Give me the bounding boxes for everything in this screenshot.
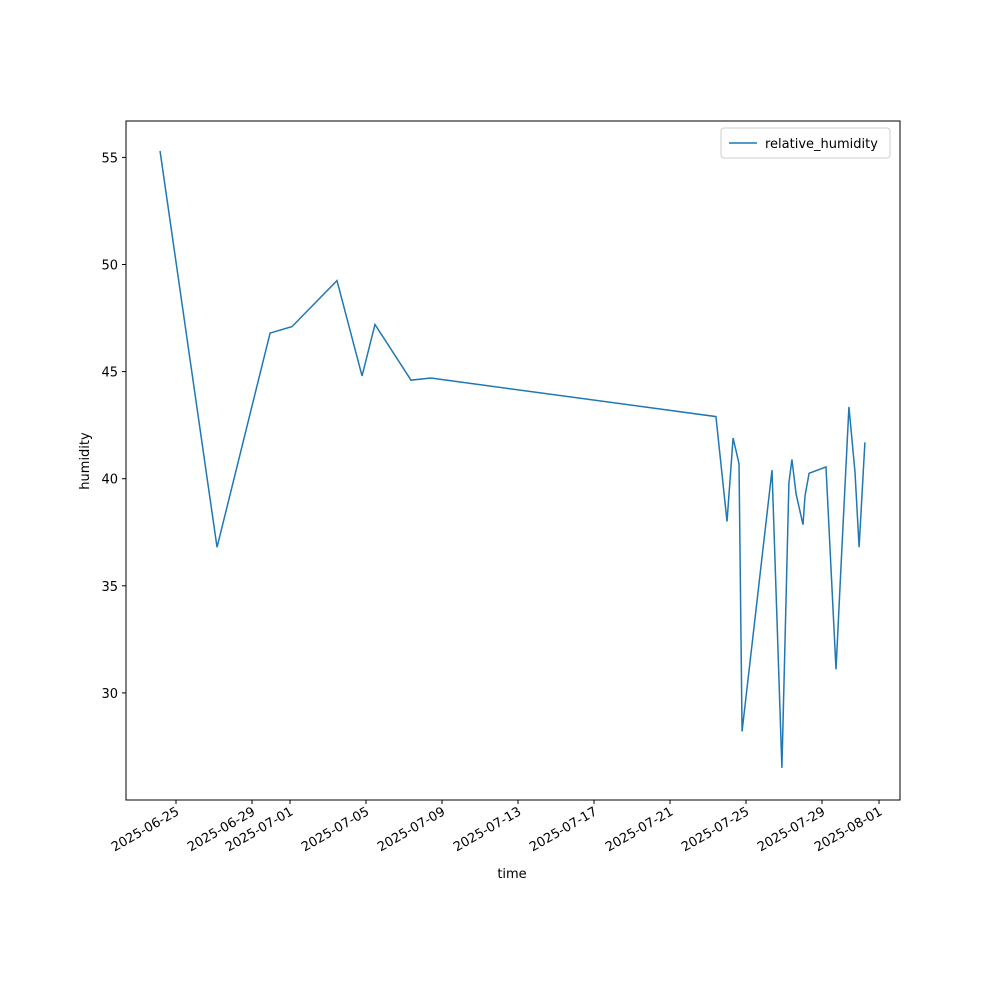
y-axis-label: humidity: [78, 432, 93, 490]
x-tick-label: 2025-07-17: [527, 804, 600, 855]
y-tick-label: 50: [101, 259, 118, 274]
data-line: [159, 150, 866, 768]
y-tick-label: 35: [101, 580, 118, 595]
x-tick-label: 2025-07-13: [451, 804, 524, 855]
x-tick-label: 2025-07-21: [603, 804, 676, 855]
x-axis-label: time: [497, 867, 526, 882]
y-tick-label: 45: [101, 366, 118, 381]
x-tick-label: 2025-06-25: [109, 804, 182, 855]
x-tick-label: 2025-07-25: [679, 804, 752, 855]
legend: relative_humidity: [720, 127, 891, 159]
legend-box: [720, 127, 891, 159]
x-tick-label: 2025-07-09: [375, 804, 448, 855]
y-tick-label: 30: [101, 687, 118, 702]
x-tick-label: 2025-07-05: [299, 804, 372, 855]
y-tick-label: 55: [101, 151, 118, 166]
y-tick-label: 40: [101, 473, 118, 488]
legend-label: relative_humidity: [765, 137, 878, 152]
plot-frame: [125, 120, 901, 801]
